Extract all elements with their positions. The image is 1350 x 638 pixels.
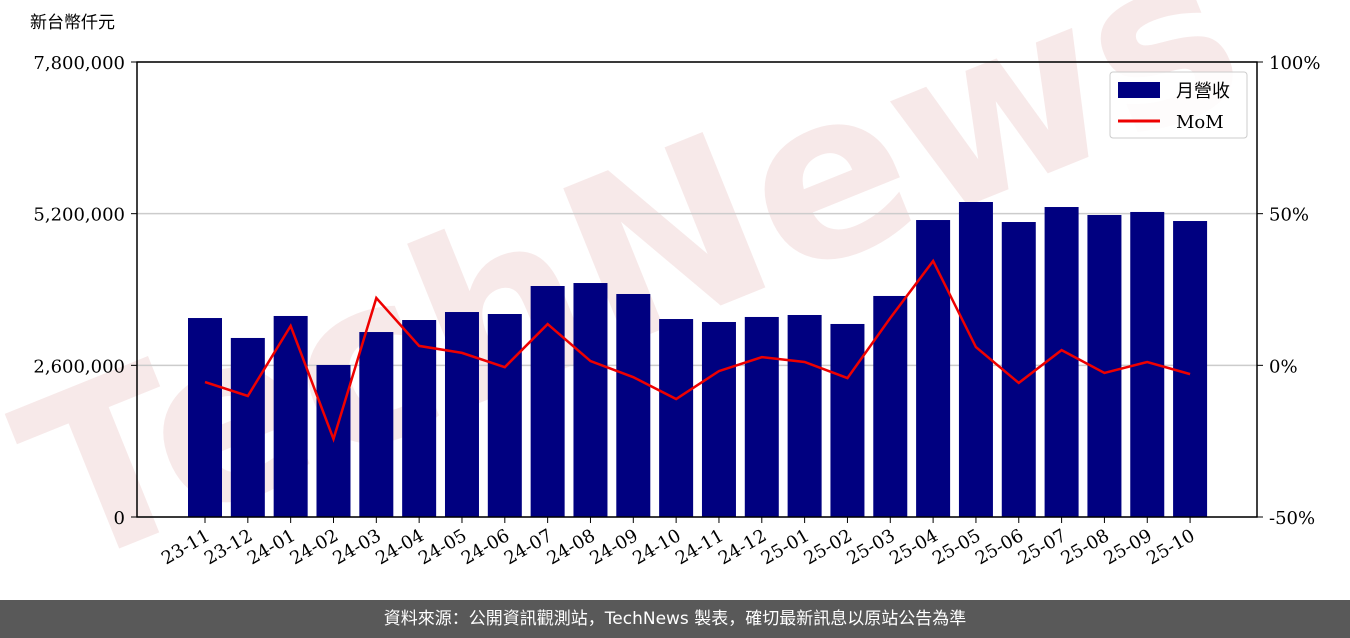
mom-line	[204, 258, 1191, 443]
bar	[359, 332, 394, 517]
x-tick-label: 25-07	[1015, 525, 1070, 569]
bar	[1173, 221, 1208, 517]
legend-swatch	[1118, 82, 1160, 98]
y2-tick-label: 100%	[1269, 53, 1320, 74]
bar	[230, 337, 265, 517]
bar	[744, 316, 779, 517]
footer: 資料來源：公開資訊觀測站，TechNews 製表，確切最新訊息以原站公告為準	[0, 600, 1350, 638]
bar	[958, 202, 993, 517]
x-tick-label: 24-11	[672, 525, 727, 569]
y2-tick-label: -50%	[1269, 508, 1315, 529]
x-tick-label: 24-07	[501, 525, 556, 569]
y-tick-label: 2,600,000	[33, 356, 125, 377]
plot-frame	[136, 61, 1258, 518]
y-tick-label: 7,800,000	[33, 53, 125, 74]
x-tick-label: 24-12	[715, 525, 770, 569]
bar	[487, 314, 522, 517]
x-tick-label: 25-05	[929, 525, 984, 569]
x-tick-label: 25-02	[801, 525, 856, 569]
bar	[787, 314, 822, 517]
x-tick-label: 24-06	[458, 525, 513, 569]
x-tick-label: 24-03	[329, 525, 384, 569]
bar	[273, 315, 308, 517]
bar	[530, 286, 565, 517]
y-tick-label: 5,200,000	[33, 205, 125, 226]
y-axis-label: 新台幣仟元	[30, 13, 115, 33]
legend-label: 月營收	[1176, 81, 1230, 102]
legend-label: MoM	[1176, 112, 1224, 133]
y2-tick-label: 0%	[1269, 356, 1298, 377]
x-tick-label: 24-05	[415, 525, 470, 569]
x-tick-label: 25-09	[1100, 525, 1155, 569]
x-tick-label: 24-09	[586, 525, 641, 569]
x-tick-label: 24-10	[629, 525, 684, 569]
bar	[701, 321, 736, 517]
bar	[916, 220, 951, 517]
x-tick-label: 25-04	[886, 525, 941, 569]
x-tick-label: 25-10	[1143, 525, 1198, 569]
x-tick-label: 25-06	[972, 525, 1027, 569]
x-tick-label: 24-04	[372, 525, 427, 569]
bar	[659, 319, 694, 517]
bar	[188, 318, 222, 517]
x-tick-label: 25-08	[1057, 525, 1112, 569]
bar	[573, 283, 608, 517]
x-tick-label: 24-08	[544, 525, 599, 569]
y2-tick-label: 50%	[1269, 205, 1309, 226]
bar	[444, 312, 479, 517]
bar	[1001, 222, 1036, 517]
bar	[616, 293, 651, 517]
y-tick-label: 0	[114, 508, 125, 529]
x-tick-label: 25-03	[843, 525, 898, 569]
bar	[1044, 207, 1079, 517]
bar	[402, 320, 437, 517]
chart: 新台幣仟元 TechNews02,600,0005,200,0007,800,0…	[0, 0, 1320, 600]
bar	[873, 295, 908, 517]
x-tick-label: 25-01	[758, 525, 813, 569]
bar	[830, 323, 865, 517]
